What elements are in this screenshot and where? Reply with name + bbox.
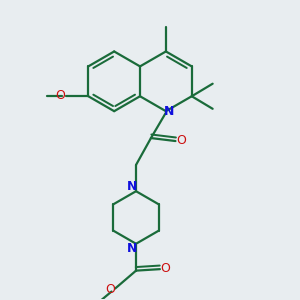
Text: O: O — [176, 134, 186, 147]
Text: N: N — [127, 242, 138, 255]
Text: O: O — [160, 262, 170, 275]
Text: O: O — [105, 283, 115, 296]
Text: O: O — [56, 89, 65, 102]
Text: N: N — [164, 105, 175, 118]
Text: N: N — [127, 180, 138, 193]
